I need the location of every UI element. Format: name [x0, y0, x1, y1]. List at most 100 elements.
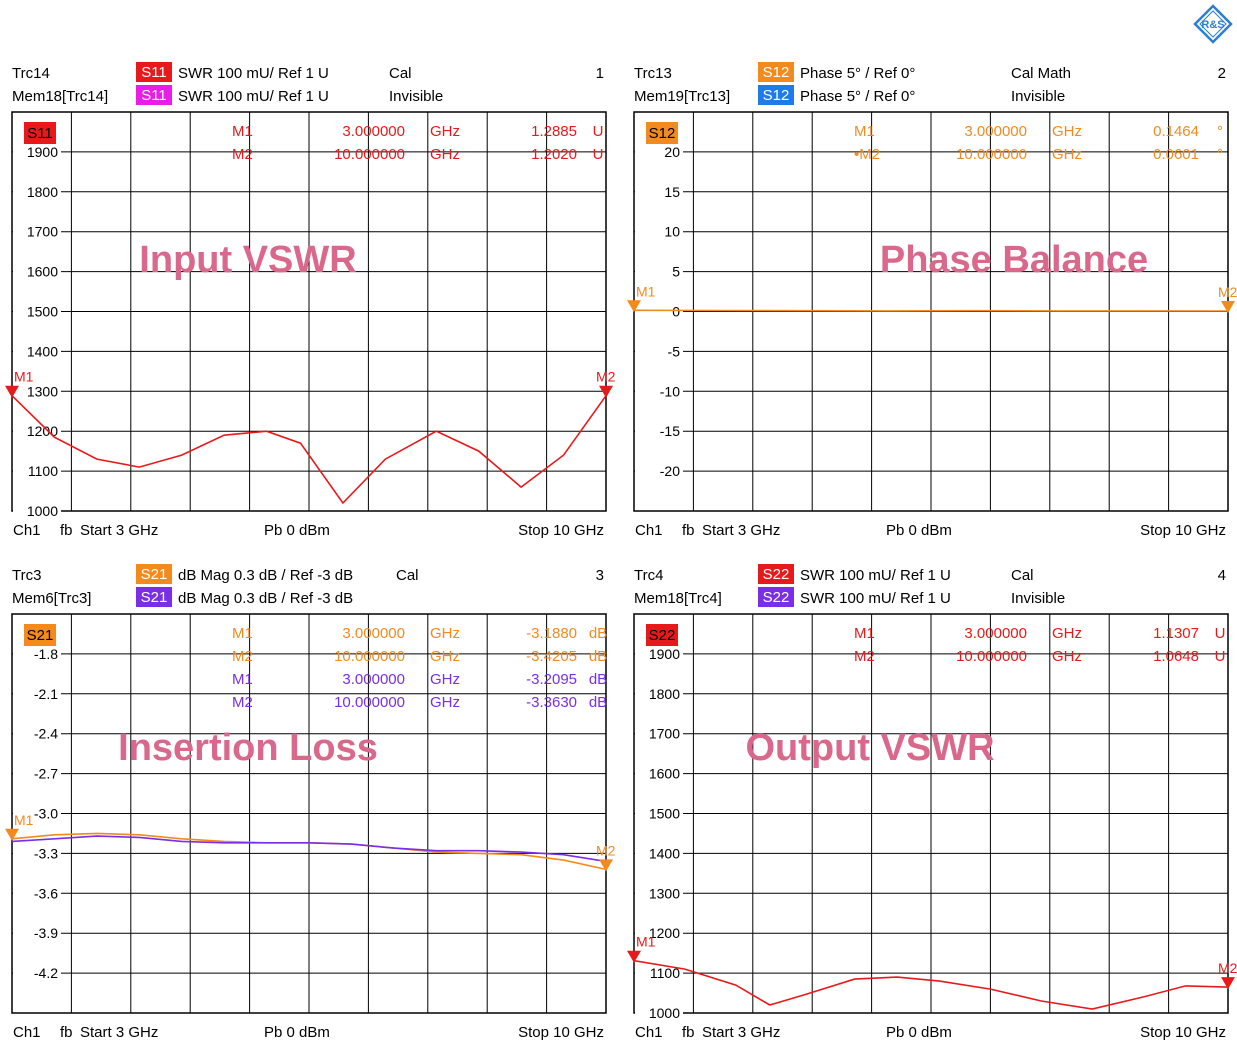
trace-param-badge[interactable] [758, 62, 794, 82]
trace-line-1[interactable] [633, 309, 1229, 312]
footer-stop: Stop 10 GHz [518, 1024, 604, 1041]
marker-readout-stimulus: 3.000000 [342, 625, 405, 642]
tick-label-bg [13, 765, 61, 780]
active-trace-badge[interactable] [24, 624, 56, 646]
marker-readout-value-unit: U [593, 123, 604, 140]
marker-readout-label: M2 [232, 648, 253, 665]
marker-readout-label: M2 [232, 694, 253, 711]
tick-label-bg [635, 143, 683, 158]
marker-triangle-icon[interactable] [5, 828, 19, 841]
trace-name: Trc14 [12, 65, 50, 82]
marker-readout-stimulus: 10.000000 [956, 146, 1027, 163]
tick-label-bg [635, 925, 683, 940]
marker-readout-value-unit: dB [589, 694, 607, 711]
marker-triangle-icon[interactable] [5, 385, 19, 398]
marker-readout-value-unit: U [593, 146, 604, 163]
y-tick-label: 1400 [27, 343, 58, 359]
trace-format: SWR 100 mU/ Ref 1 U [178, 65, 329, 82]
marker-readout-value-unit: dB [589, 671, 607, 688]
overlay-title: Insertion Loss [118, 727, 378, 769]
marker-readout-label: •M2 [854, 146, 880, 163]
marker-readout-unit: GHz [430, 648, 460, 665]
marker-triangle-icon[interactable] [1221, 977, 1235, 990]
y-tick-label: 1600 [649, 766, 680, 782]
active-trace-badge[interactable] [646, 624, 678, 646]
memory-param-badge[interactable] [758, 587, 794, 607]
y-tick-label: 1200 [27, 423, 58, 439]
y-tick-label: -3.6 [34, 885, 58, 901]
tick-label-bg [13, 845, 61, 860]
marker-label: M2 [1218, 284, 1237, 300]
trace-line-1[interactable] [633, 959, 1229, 1010]
footer-power: Pb 0 dBm [886, 522, 952, 539]
footer-start: Start 3 GHz [702, 1024, 780, 1041]
footer-start: Start 3 GHz [80, 1024, 158, 1041]
tick-label-bg [635, 183, 683, 198]
marker-readout-value: 1.2020 [531, 146, 577, 163]
tick-label-bg [13, 183, 61, 198]
y-tick-label: 1300 [27, 383, 58, 399]
active-trace-badge[interactable] [646, 122, 678, 144]
y-tick-label: 1400 [649, 845, 680, 861]
tick-label-bg [635, 765, 683, 780]
memory-status: Invisible [1011, 88, 1065, 105]
marker-readout-unit: GHz [430, 123, 460, 140]
overlay-title: Input VSWR [139, 239, 356, 281]
marker-readout-value-unit: dB [589, 648, 607, 665]
footer-fb: fb [682, 522, 695, 539]
memory-param-badge[interactable] [136, 85, 172, 105]
tick-label-bg [635, 885, 683, 900]
trace-param-badge[interactable] [136, 62, 172, 82]
marker-readout-value: -3.2095 [526, 671, 577, 688]
marker-readout-unit: GHz [430, 625, 460, 642]
marker-readout-label: M1 [232, 625, 253, 642]
marker-triangle-icon[interactable] [1221, 301, 1235, 314]
trace-param-label: S11 [141, 64, 167, 81]
diagram-number: 4 [1218, 567, 1226, 584]
trace-status: Cal [389, 65, 412, 82]
diagram-number: 2 [1218, 65, 1226, 82]
footer-fb: fb [60, 522, 73, 539]
trace-param-badge[interactable] [136, 564, 172, 584]
tick-label-bg [13, 143, 61, 158]
marker-readout-unit: GHz [1052, 625, 1082, 642]
trace-param-badge[interactable] [758, 564, 794, 584]
memory-param-badge[interactable] [758, 85, 794, 105]
memory-status: Invisible [389, 88, 443, 105]
tick-label-bg [635, 845, 683, 860]
active-trace-badge[interactable] [24, 122, 56, 144]
marker-readout-stimulus: 3.000000 [964, 123, 1027, 140]
panel-2: Trc13 Mem19[Trc13] S12 S12 Phase 5° / Ref 0°… [627, 62, 1237, 539]
marker-readout-stimulus: 10.000000 [956, 648, 1027, 665]
tick-label-bg [635, 383, 683, 398]
trace-line-1[interactable] [11, 395, 607, 505]
marker-readout-value: -3.3630 [526, 694, 577, 711]
y-tick-label: 1700 [27, 224, 58, 240]
y-tick-label: -3.3 [34, 845, 58, 861]
tick-label-bg [635, 965, 683, 980]
memory-format: dB Mag 0.3 dB / Ref -3 dB [178, 590, 353, 607]
active-trace-label: S12 [649, 125, 676, 142]
tick-label-bg [13, 223, 61, 238]
tick-label-bg [13, 463, 61, 478]
marker-triangle-icon[interactable] [627, 950, 641, 963]
footer-channel: Ch1 [635, 522, 663, 539]
y-tick-label: 1100 [650, 965, 680, 981]
footer-power: Pb 0 dBm [264, 1024, 330, 1041]
memory-param-badge[interactable] [136, 587, 172, 607]
marker-triangle-icon[interactable] [599, 385, 613, 398]
tick-label-bg [13, 805, 61, 820]
y-tick-label: 1000 [649, 1005, 680, 1021]
marker-label: M1 [636, 934, 656, 950]
footer-channel: Ch1 [13, 522, 41, 539]
marker-readout-label: M1 [232, 671, 253, 688]
footer-start: Start 3 GHz [702, 522, 780, 539]
marker-readout-value: 1.0648 [1153, 648, 1199, 665]
tick-label-bg [635, 223, 683, 238]
trace-line-2[interactable] [11, 835, 607, 863]
y-tick-label: -10 [660, 383, 680, 399]
y-tick-label: 1900 [649, 646, 680, 662]
marker-triangle-icon[interactable] [599, 859, 613, 872]
marker-triangle-icon[interactable] [627, 300, 641, 313]
